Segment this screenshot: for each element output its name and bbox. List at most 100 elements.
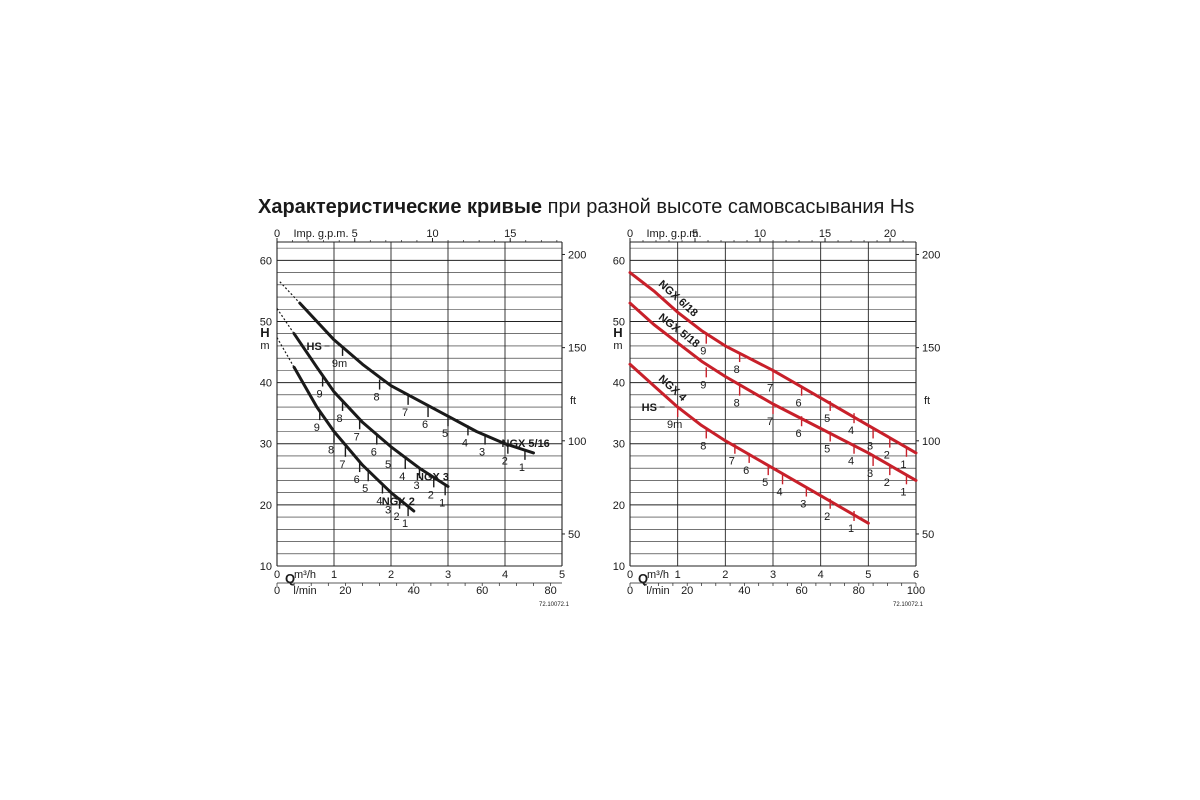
curve-line [628,362,870,525]
curve-dotted-extension [276,337,295,368]
hs-marker-label: 5 [824,444,830,456]
top-axis-tick-label: 0 [627,228,633,240]
y-left-axis-label: H [260,325,269,340]
x-m3h-axis-unit: m³/h [647,569,669,581]
hs-marker-label: 2 [884,450,890,462]
top-axis-tick-label: 10 [426,228,438,240]
top-axis-label: Imp. g.p.m. [646,228,701,240]
top-axis-tick-label: 5 [692,228,698,240]
hs-callout-label: HS [307,341,322,353]
hs-marker-label: 8 [734,364,740,376]
x-m3h-tick-label: 4 [502,569,508,581]
y-left-tick-label: 20 [613,500,625,512]
x-axis-q-label: Q [638,571,648,586]
y-right-tick-label: 100 [922,436,940,448]
x-lmin-tick-label: 20 [339,585,351,597]
hs-marker-label: 3 [413,480,419,492]
y-left-tick-label: 60 [613,255,625,267]
y-right-tick-label: 200 [568,249,586,261]
x-lmin-tick-label: 80 [544,585,556,597]
hs-marker-label: 5 [762,477,768,489]
hs-marker-label: 2 [824,511,830,523]
y-right-tick-label: 200 [922,249,940,261]
y-right-tick-label: 50 [922,529,934,541]
hs-marker-label: 9m [667,419,682,431]
curve-line [628,271,918,455]
y-left-tick-label: 30 [613,439,625,451]
x-m3h-axis-unit: m³/h [294,569,316,581]
x-m3h-tick-label: 3 [445,569,451,581]
series-name-label: NGX 4 [656,373,689,405]
hs-marker-label: 3 [479,447,485,459]
x-lmin-tick-label: 40 [738,585,750,597]
hs-marker-label: 1 [848,523,854,535]
hs-marker-label: 9 [700,379,706,391]
chart-title-bold: Характеристические кривые [258,196,543,218]
x-m3h-tick-label: 5 [865,569,871,581]
hs-marker-label: 8 [374,392,380,404]
hs-marker-label: 7 [354,431,360,443]
hs-marker-label: 4 [462,437,468,449]
y-right-axis-unit: ft [570,395,576,407]
top-axis-tick-label: 10 [754,228,766,240]
y-left-tick-label: 40 [613,378,625,390]
top-axis-tick-label: 5 [352,228,358,240]
hs-marker-label: 5 [824,413,830,425]
hs-marker-label: 3 [385,505,391,517]
y-left-tick-label: 60 [260,255,272,267]
y-left-tick-label: 20 [260,500,272,512]
y-left-axis-unit: m [613,340,622,352]
hs-marker-label: 5 [385,459,391,471]
hs-marker-label: 4 [776,486,782,498]
x-lmin-tick-label: 0 [274,585,280,597]
x-lmin-tick-label: 60 [795,585,807,597]
curve-line [298,301,535,455]
top-axis-tick-label: 20 [884,228,896,240]
x-m3h-tick-label: 1 [675,569,681,581]
hs-marker-label: 7 [767,382,773,394]
curve-line [292,365,416,513]
y-left-tick-label: 40 [260,378,272,390]
hs-marker-label: 9 [314,422,320,434]
top-axis-tick-label: 15 [504,228,516,240]
hs-marker-label: 6 [796,398,802,410]
x-m3h-tick-label: 1 [331,569,337,581]
hs-marker-label: 3 [800,499,806,511]
hs-marker-label: 6 [796,428,802,440]
hs-marker-label: 6 [371,447,377,459]
x-lmin-tick-label: 40 [408,585,420,597]
chart-title: Характеристические кривые при разной выс… [258,196,914,219]
x-lmin-tick-label: 100 [907,585,925,597]
series-name-label: NGX 2 [382,496,415,508]
x-m3h-tick-label: 2 [388,569,394,581]
hs-marker-label: 6 [422,419,428,431]
x-axis-q-label: Q [285,571,295,586]
top-axis-tick-label: 0 [274,228,280,240]
y-right-tick-label: 50 [568,529,580,541]
y-left-tick-label: 30 [260,439,272,451]
x-m3h-tick-label: 5 [559,569,565,581]
hs-callout-label: HS [642,402,657,414]
y-right-tick-label: 100 [568,436,586,448]
figure-reference-code: 72.10072.1 [539,602,570,608]
hs-marker-label: 1 [439,497,445,509]
series-name-label: NGX 3 [416,472,449,484]
y-left-tick-label: 10 [260,561,272,573]
hs-marker-label: 7 [402,407,408,419]
x-lmin-axis-unit: l/min [646,585,669,597]
hs-marker-label: 3 [867,468,873,480]
hs-marker-label: 8 [328,445,334,457]
y-left-axis-unit: m [260,340,269,352]
hs-marker-label: 9m [332,358,347,370]
y-right-axis-unit: ft [924,395,930,407]
x-lmin-tick-label: 80 [853,585,865,597]
y-left-tick-label: 10 [613,561,625,573]
y-left-tick-label: 50 [260,316,272,328]
hs-marker-label: 2 [502,456,508,468]
